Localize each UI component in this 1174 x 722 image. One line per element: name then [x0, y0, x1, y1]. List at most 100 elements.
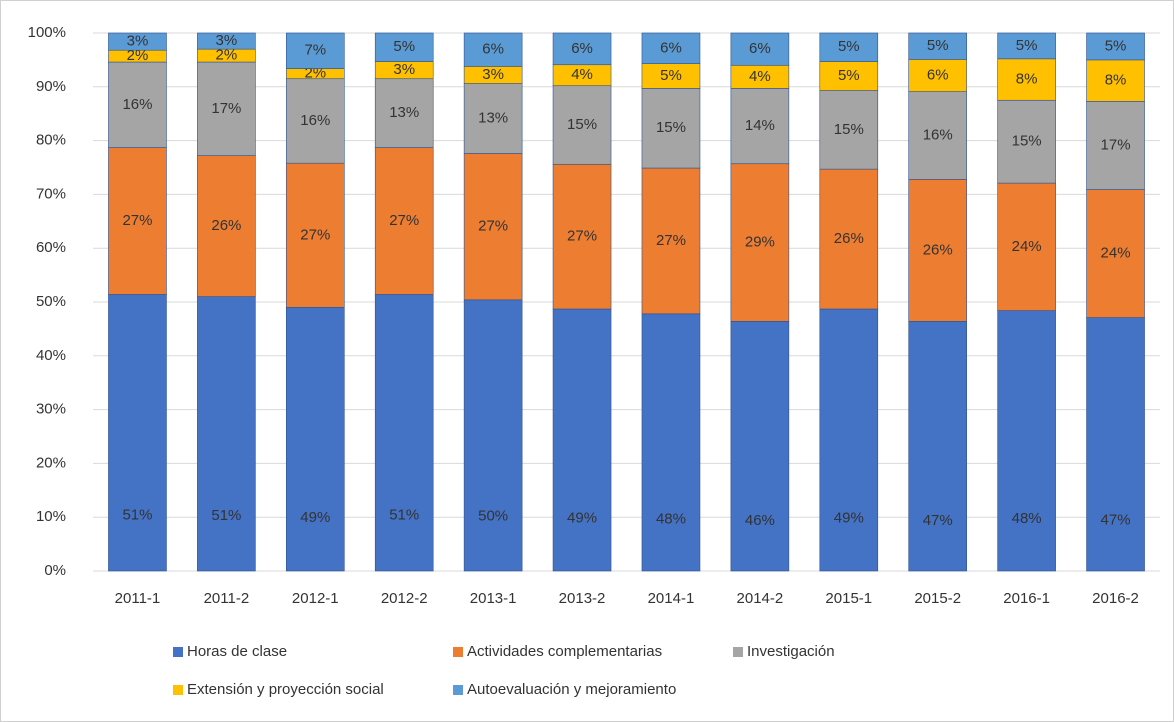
bar-segment: [552, 32, 612, 66]
bar-segment: [463, 299, 523, 572]
y-tick-label: 40%: [36, 347, 66, 364]
bar-segment: [641, 313, 701, 572]
y-tick-label: 100%: [28, 24, 66, 41]
y-tick-label: 0%: [44, 562, 66, 579]
x-tick-label: 2012-1: [292, 590, 339, 607]
legend-swatch: [173, 685, 183, 695]
data-label: 5%: [1105, 37, 1127, 54]
bar-segment: [1086, 59, 1145, 102]
legend-label: Investigación: [747, 643, 835, 660]
data-label: 3%: [482, 66, 504, 83]
bar-segment: [197, 32, 256, 50]
data-label: 3%: [393, 61, 415, 78]
bar-segment: [197, 61, 256, 156]
data-label: 5%: [1016, 37, 1038, 54]
y-tick-label: 60%: [36, 239, 66, 256]
bar-segment: [374, 294, 434, 572]
data-label: 27%: [656, 232, 686, 249]
data-label: 8%: [1105, 72, 1127, 89]
y-tick-label: 20%: [36, 454, 66, 471]
legend-label: Extensión y proyección social: [187, 681, 384, 698]
bar-segment: [463, 83, 523, 154]
bar-segment: [730, 163, 790, 322]
bar-segment: [819, 61, 879, 91]
data-label: 24%: [1101, 245, 1131, 262]
data-label: 17%: [1101, 136, 1131, 153]
bar-segment: [908, 179, 968, 322]
bar-segment: [463, 153, 523, 301]
data-label: 2%: [304, 65, 326, 82]
y-tick-label: 30%: [36, 401, 66, 418]
data-label: 13%: [389, 104, 419, 121]
bar-segment: [374, 147, 434, 295]
bar-segment: [108, 294, 167, 572]
legend-swatch: [173, 647, 183, 657]
bar-segment: [819, 308, 879, 572]
data-label: 3%: [216, 32, 238, 49]
data-label: 26%: [211, 217, 241, 234]
bar-segment: [908, 91, 968, 180]
bar-segment: [730, 88, 790, 165]
data-label: 51%: [211, 507, 241, 524]
x-tick-label: 2013-1: [470, 590, 517, 607]
data-label: 15%: [834, 121, 864, 138]
x-tick-label: 2014-1: [648, 590, 695, 607]
bar-segment: [285, 307, 345, 572]
bar-segment: [997, 58, 1056, 101]
data-label: 4%: [749, 68, 771, 85]
bar-segment: [552, 163, 612, 310]
data-label: 15%: [656, 119, 686, 136]
data-label: 24%: [1012, 238, 1042, 255]
data-label: 49%: [834, 510, 864, 527]
x-tick-label: 2014-2: [737, 590, 784, 607]
data-label: 14%: [745, 117, 775, 134]
legend-label: Horas de clase: [187, 643, 287, 660]
data-label: 7%: [304, 42, 326, 59]
data-label: 5%: [927, 37, 949, 54]
y-tick-label: 80%: [36, 132, 66, 149]
x-tick-label: 2015-2: [914, 590, 961, 607]
bar-segment: [108, 147, 167, 295]
data-label: 6%: [482, 41, 504, 58]
data-label: 26%: [923, 241, 953, 258]
data-label: 27%: [300, 226, 330, 243]
data-label: 5%: [838, 67, 860, 84]
bar-segment: [552, 308, 612, 572]
legend-label: Autoevaluación y mejoramiento: [467, 681, 676, 698]
y-tick-label: 10%: [36, 508, 66, 525]
legend-swatch: [733, 647, 743, 657]
data-label: 50%: [478, 508, 508, 525]
data-label: 15%: [567, 116, 597, 133]
data-label: 5%: [838, 38, 860, 55]
data-label: 15%: [1012, 133, 1042, 150]
data-label: 49%: [300, 509, 330, 526]
data-label: 51%: [122, 507, 152, 524]
bar-segment: [730, 321, 790, 572]
data-label: 2%: [216, 47, 238, 64]
data-label: 27%: [567, 228, 597, 245]
x-tick-label: 2011-2: [204, 590, 250, 607]
bar-segment: [819, 90, 879, 170]
bar-segment: [285, 78, 345, 164]
data-label: 3%: [127, 33, 149, 50]
data-label: 49%: [567, 510, 597, 527]
bar-segment: [997, 310, 1056, 572]
data-label: 6%: [660, 39, 682, 56]
x-tick-label: 2016-1: [1003, 590, 1050, 607]
bar-segment: [819, 168, 879, 310]
y-tick-label: 70%: [36, 185, 66, 202]
bar-segment: [997, 182, 1056, 311]
data-label: 6%: [927, 66, 949, 83]
data-label: 27%: [478, 218, 508, 235]
x-tick-label: 2012-2: [381, 590, 428, 607]
data-label: 13%: [478, 110, 508, 127]
data-label: 6%: [571, 40, 593, 57]
bar-segment: [1086, 189, 1145, 318]
bar-segment: [997, 32, 1056, 60]
data-label: 47%: [923, 512, 953, 529]
legend-swatch: [453, 685, 463, 695]
bar-segment: [285, 32, 345, 69]
y-tick-label: 90%: [36, 78, 66, 95]
bar-segment: [197, 155, 256, 297]
